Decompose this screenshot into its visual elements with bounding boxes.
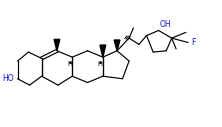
Text: H: H [68, 60, 73, 67]
Text: HO: HO [2, 74, 14, 83]
Polygon shape [114, 40, 120, 51]
Polygon shape [100, 45, 106, 57]
Text: H: H [97, 60, 102, 67]
Text: OH: OH [160, 20, 171, 29]
Text: F: F [191, 38, 195, 47]
Polygon shape [54, 39, 60, 51]
